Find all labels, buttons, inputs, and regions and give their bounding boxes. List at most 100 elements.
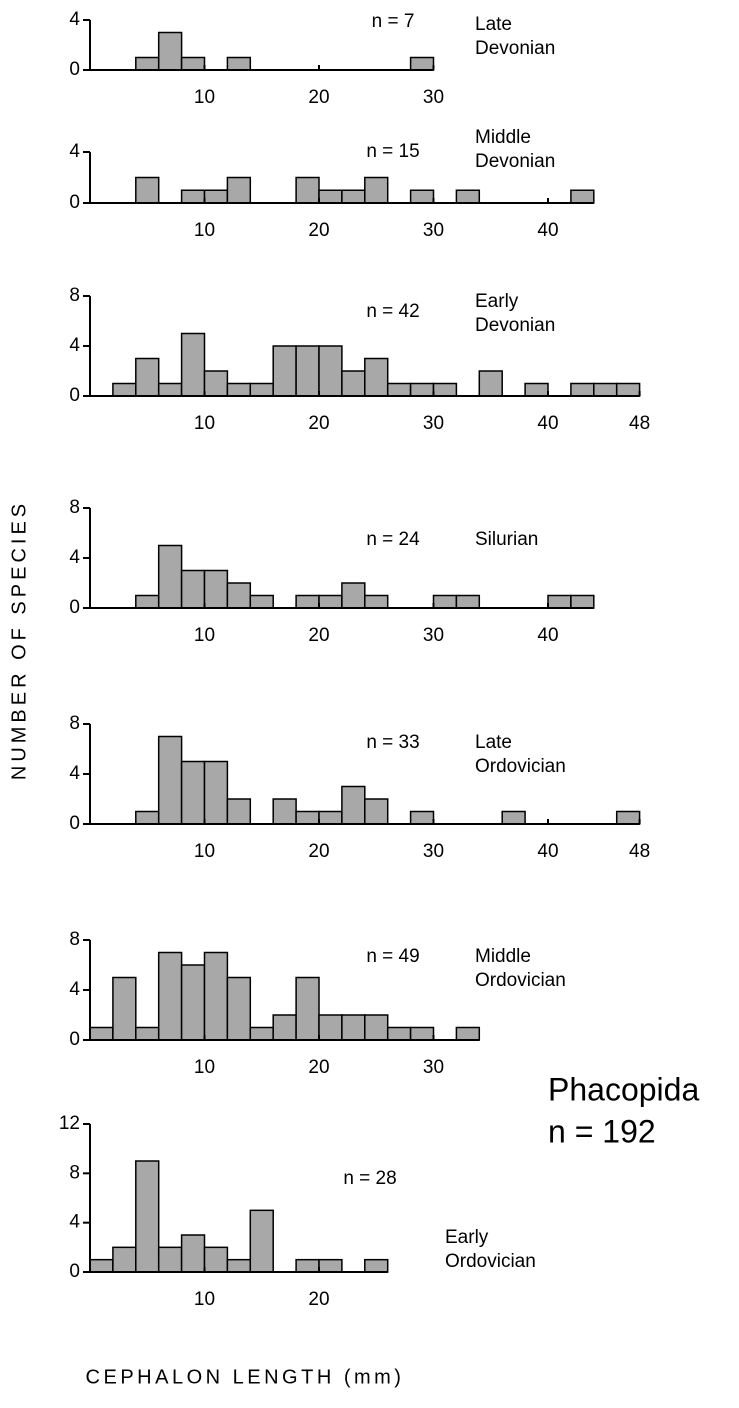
x-tick-label: 40 (537, 841, 558, 862)
sample-size: n = 28 (343, 1168, 396, 1189)
x-tick-label: 40 (537, 625, 558, 646)
bar (364, 1258, 389, 1273)
bar (570, 594, 595, 609)
bar (203, 189, 229, 204)
bar (135, 1026, 160, 1041)
period-label: Ordovician (445, 1251, 536, 1272)
bar (157, 382, 183, 397)
bar (180, 56, 206, 71)
y-tick-label: 8 (69, 1162, 80, 1183)
bar (112, 976, 137, 1041)
bar (295, 176, 320, 204)
bar (112, 382, 137, 397)
y-tick-label: 0 (69, 385, 80, 406)
bar (386, 1026, 412, 1041)
bar (318, 1258, 343, 1273)
y-tick-label: 0 (69, 813, 80, 834)
y-tick-label: 8 (69, 497, 80, 518)
bar (135, 810, 160, 825)
bar (180, 332, 206, 397)
group-n: n = 192 (548, 1113, 656, 1149)
bar (432, 594, 458, 609)
x-tick-label: 30 (423, 87, 444, 108)
bar (615, 382, 641, 397)
sample-size: n = 24 (366, 529, 420, 550)
bar (249, 1209, 274, 1273)
bar (226, 1258, 252, 1273)
bar (570, 189, 595, 204)
bar (203, 370, 229, 397)
y-tick-label: 0 (69, 597, 80, 618)
bar (272, 798, 297, 825)
bar (249, 594, 274, 609)
bar (157, 31, 183, 71)
y-tick-label: 4 (69, 1212, 80, 1233)
x-tick-label: 40 (537, 413, 558, 434)
group-title: Phacopida (548, 1071, 699, 1107)
bar (318, 810, 343, 825)
x-tick-label: 10 (194, 1289, 215, 1310)
bar (135, 176, 160, 204)
x-tick-label: 30 (423, 413, 444, 434)
x-tick-label: 10 (194, 1057, 215, 1078)
x-axis-label: CEPHALON LENGTH (mm) (86, 1366, 405, 1388)
bar (203, 951, 229, 1041)
x-tick-label: 30 (423, 625, 444, 646)
period-label: Devonian (475, 38, 555, 59)
y-tick-label: 8 (69, 285, 80, 306)
y-tick-label: 8 (69, 713, 80, 734)
y-tick-label: 4 (69, 979, 80, 1000)
bar (157, 544, 183, 609)
bar (226, 176, 252, 204)
period-label: Middle (475, 127, 531, 148)
bar (341, 785, 366, 825)
period-label: Silurian (475, 529, 538, 550)
bar (135, 594, 160, 609)
y-axis-label: NUMBER OF SPECIES (8, 500, 30, 780)
bar (318, 1014, 343, 1041)
y-tick-label: 4 (69, 141, 80, 162)
y-tick-label: 12 (59, 1113, 80, 1134)
x-tick-label: 10 (194, 413, 215, 434)
bar (364, 176, 389, 204)
bar (409, 56, 435, 71)
period-label: Ordovician (475, 970, 566, 991)
bar (180, 189, 206, 204)
sample-size: n = 15 (366, 141, 419, 162)
bar (409, 1026, 435, 1041)
bar (295, 345, 320, 397)
bar (615, 810, 641, 825)
bar (341, 582, 366, 609)
bar (272, 345, 297, 397)
bar (157, 735, 183, 825)
bar (112, 1246, 137, 1273)
period-label: Devonian (475, 315, 555, 336)
bar (341, 1014, 366, 1041)
bar (89, 1258, 114, 1273)
bar (157, 951, 183, 1041)
period-label: Late (475, 732, 512, 753)
x-tick-label: 20 (308, 1289, 329, 1310)
x-tick-label: 30 (423, 220, 444, 241)
y-tick-label: 4 (69, 763, 80, 784)
x-tick-label: 48 (629, 413, 650, 434)
period-label: Early (475, 291, 519, 312)
period-label: Ordovician (475, 756, 566, 777)
bar (318, 189, 343, 204)
sample-size: n = 49 (366, 946, 419, 967)
bar (364, 357, 389, 397)
bar (295, 1258, 320, 1273)
bar (203, 760, 229, 825)
bar (409, 382, 435, 397)
x-tick-label: 20 (308, 220, 329, 241)
bar (157, 1246, 183, 1273)
bar (341, 189, 366, 204)
x-tick-label: 10 (194, 87, 215, 108)
bar (455, 1026, 481, 1041)
x-tick-label: 20 (308, 625, 329, 646)
bar (295, 810, 320, 825)
bar (135, 357, 160, 397)
bar (226, 56, 252, 71)
x-tick-label: 30 (423, 1057, 444, 1078)
